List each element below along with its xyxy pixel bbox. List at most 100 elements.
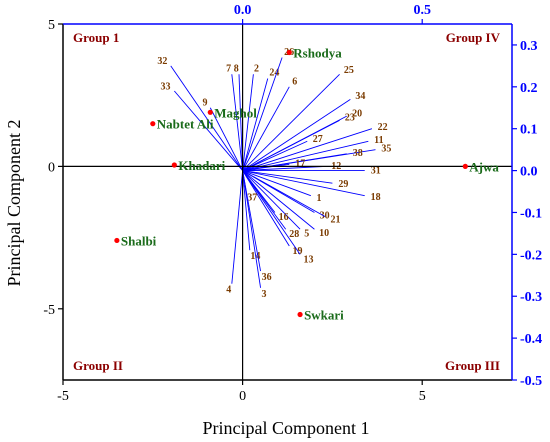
- loading-vector-label: 16: [279, 212, 289, 223]
- x-tick-label: 5: [419, 389, 426, 404]
- loading-vector-label: 22: [378, 122, 388, 133]
- right-tick-label: -0.5: [520, 374, 542, 389]
- loading-vector-line: [242, 140, 369, 172]
- loading-vector-label: 36: [262, 272, 272, 283]
- loading-vector-label: 34: [355, 91, 365, 102]
- loading-vector-label: 29: [338, 179, 348, 190]
- axis-ticks: -5 0 5 5 0 -5 0.0 0.5 0.3 0.2 0.1 0.0 -0.1 -0.2 -0.3 -0…: [43, 3, 542, 404]
- loading-vector-line: [242, 170, 365, 197]
- loading-vector-line: [174, 90, 243, 171]
- loading-vector-label: 6: [292, 77, 297, 88]
- score-label: Nabtet Ali: [157, 117, 214, 132]
- y-tick-label: 0: [48, 160, 55, 175]
- right-tick-label: -0.2: [520, 248, 542, 263]
- loading-vector-label: 7: [226, 63, 231, 74]
- right-tick-label: 0.0: [520, 165, 538, 180]
- loading-vector-line: [231, 170, 244, 284]
- loading-vector-line: [242, 165, 326, 172]
- loading-vector-label: 11: [374, 135, 383, 146]
- right-tick-label: -0.3: [520, 290, 542, 305]
- loading-vector-label: 19: [292, 246, 302, 257]
- x-tick-label: 0: [239, 389, 246, 404]
- score-label: Rshodya: [293, 45, 342, 60]
- loading-vector-line: [242, 153, 347, 172]
- loading-vector-label: 4: [226, 285, 231, 296]
- loading-vector-line: [242, 140, 308, 171]
- plot-frame: [62, 23, 513, 381]
- loading-vector-label: 27: [313, 134, 323, 145]
- right-tick-label: 0.1: [520, 123, 538, 138]
- loading-vector-label: 33: [160, 81, 170, 92]
- loading-vector-line: [242, 170, 276, 213]
- loading-vector-label: 31: [371, 166, 381, 177]
- y-tick-label: -5: [43, 303, 55, 318]
- loading-vectors: 3233782242669253420232211353827171231291…: [157, 47, 391, 300]
- loading-vector-label: 17: [295, 159, 305, 170]
- x-axis-title: Principal Component 1: [203, 418, 370, 438]
- loading-vector-label: 25: [344, 65, 354, 76]
- y-tick-label: 5: [48, 18, 55, 33]
- loading-vector-label: 24: [269, 68, 279, 79]
- right-tick-label: 0.2: [520, 81, 538, 96]
- score-label: Swkari: [304, 307, 344, 322]
- loading-vector-label: 10: [319, 228, 329, 239]
- loading-vector-label: 13: [303, 254, 313, 265]
- score-point: [171, 162, 177, 168]
- loading-vector-label: 18: [371, 192, 381, 203]
- group-labels: Group 1 Group IV Group II Group III: [73, 30, 501, 373]
- score-point: [207, 109, 213, 115]
- loading-vector-label: 21: [330, 215, 340, 226]
- loading-vector-line: [242, 163, 290, 172]
- loading-vector-line: [242, 128, 373, 172]
- loading-vector-label: 2: [254, 63, 259, 74]
- group-label: Group III: [445, 358, 500, 373]
- loading-vector-label: 23: [345, 113, 355, 124]
- loading-vector-label: 32: [157, 56, 167, 67]
- loading-vector-label: 14: [250, 251, 260, 262]
- loading-vector-label: 20: [352, 108, 362, 119]
- loading-vector-line: [242, 73, 340, 171]
- loading-vector-label: 37: [247, 192, 257, 203]
- loading-vector-line: [242, 170, 301, 255]
- y-axis-title: Principal Component 2: [4, 120, 24, 287]
- loading-vector-line: [242, 170, 312, 197]
- right-tick-label: -0.1: [520, 206, 542, 221]
- loading-vector-line: [242, 78, 269, 171]
- top-tick-label: 0.0: [234, 3, 252, 18]
- top-tick-label: 0.5: [413, 3, 431, 18]
- right-tick-label: -0.4: [520, 332, 542, 347]
- score-point: [114, 237, 120, 244]
- loading-vector-line: [242, 170, 290, 247]
- score-point: [297, 311, 303, 318]
- loading-vector-line: [242, 119, 340, 171]
- loading-vector-label: 35: [381, 144, 391, 155]
- loading-vector-line: [242, 74, 254, 171]
- group-label: Group 1: [73, 30, 119, 45]
- loading-vector-label: 38: [353, 148, 363, 159]
- score-label: Khadari: [178, 158, 225, 173]
- loading-vector-label: 8: [234, 63, 239, 74]
- loading-vector-line: [242, 170, 333, 184]
- loading-vector-line: [242, 170, 262, 288]
- right-tick-label: 0.3: [520, 39, 538, 54]
- score-label: Shalbi: [121, 233, 157, 248]
- loading-vector-line: [242, 170, 251, 251]
- group-label: Group II: [73, 358, 123, 373]
- x-tick-label: -5: [57, 389, 69, 404]
- group-label: Group IV: [446, 30, 501, 45]
- loading-vector-line: [242, 170, 326, 218]
- score-point: [286, 49, 292, 56]
- loading-vector-line: [170, 65, 243, 171]
- loading-vector-label: 9: [203, 97, 208, 108]
- loading-vector-line: [242, 99, 351, 171]
- score-label: Maghol: [214, 105, 257, 120]
- score-label: Ajwa: [469, 159, 499, 174]
- loading-vector-line: [242, 170, 301, 230]
- score-point: [462, 163, 468, 169]
- loading-vector-line: [242, 170, 315, 230]
- loading-vector-line: [242, 86, 290, 171]
- loading-vector-label: 3: [261, 289, 266, 300]
- loading-vector-label: 28: [289, 229, 299, 240]
- loading-vector-label: 1: [316, 193, 321, 204]
